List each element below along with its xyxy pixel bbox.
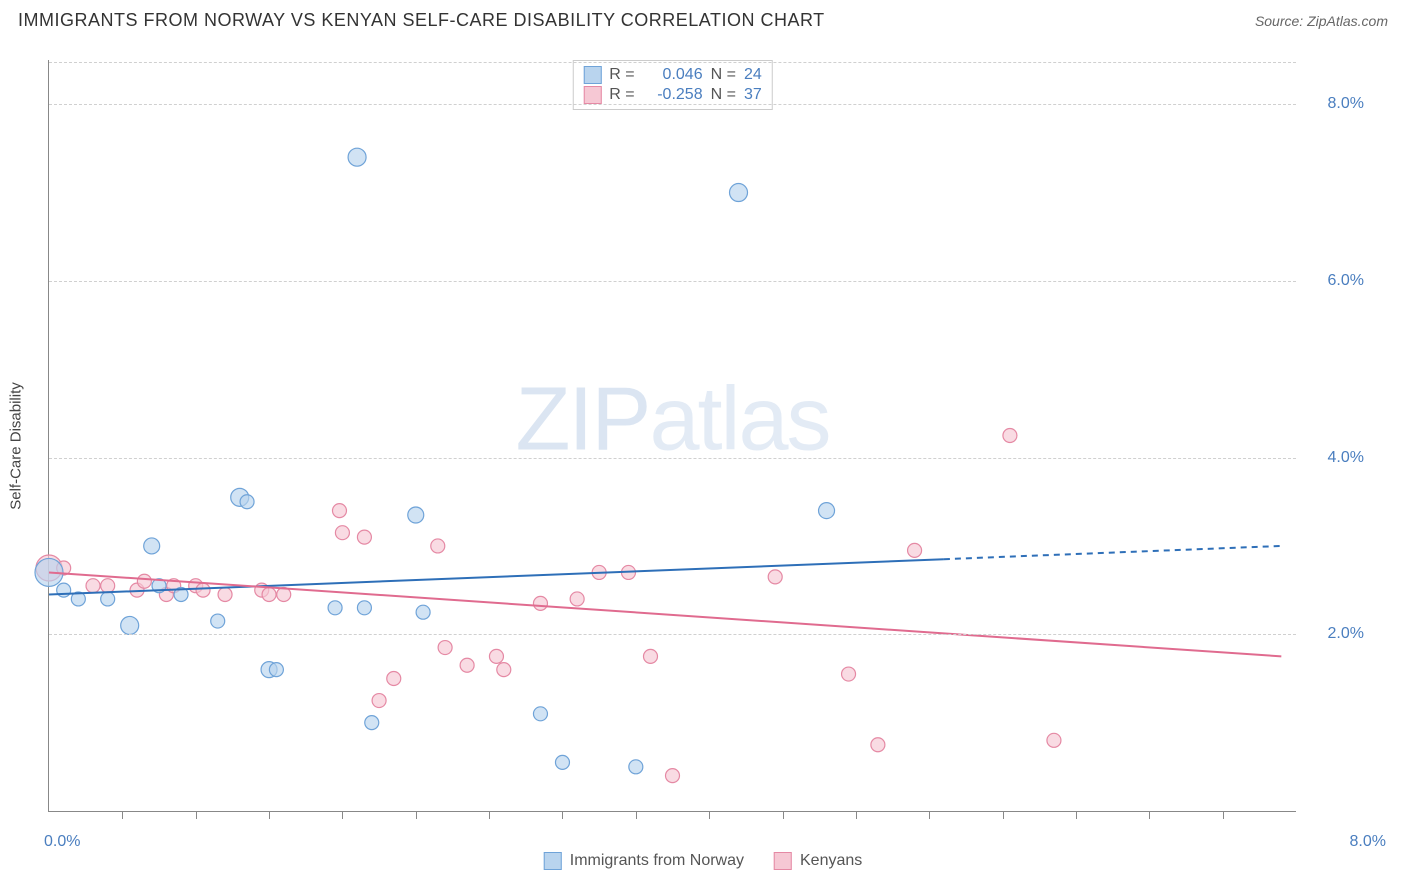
legend-item-series-b: Kenyans	[774, 852, 862, 870]
legend-label-b: Kenyans	[800, 852, 862, 870]
y-tick-label: 4.0%	[1328, 449, 1364, 467]
x-tick	[856, 811, 857, 819]
gridline	[49, 104, 1296, 105]
data-point	[365, 716, 379, 730]
x-tick	[636, 811, 637, 819]
x-tick	[562, 811, 563, 819]
data-point	[101, 579, 115, 593]
data-point	[768, 570, 782, 584]
y-axis-label: Self-Care Disability	[8, 382, 25, 510]
data-point	[196, 583, 210, 597]
data-point	[570, 592, 584, 606]
data-point	[431, 539, 445, 553]
data-point	[357, 530, 371, 544]
data-point	[269, 663, 283, 677]
x-tick	[1076, 811, 1077, 819]
legend-bottom: Immigrants from Norway Kenyans	[544, 852, 863, 870]
chart-title: IMMIGRANTS FROM NORWAY VS KENYAN SELF-CA…	[18, 10, 825, 31]
data-point	[533, 596, 547, 610]
x-tick	[196, 811, 197, 819]
data-point	[372, 694, 386, 708]
trend-line	[944, 546, 1281, 559]
x-axis-min-label: 0.0%	[44, 833, 80, 851]
data-point	[1003, 429, 1017, 443]
data-point	[332, 504, 346, 518]
data-point	[842, 667, 856, 681]
data-point	[348, 148, 366, 166]
trend-line	[49, 559, 944, 594]
data-point	[121, 616, 139, 634]
x-axis-max-label: 8.0%	[1350, 833, 1386, 851]
data-point	[357, 601, 371, 615]
legend-item-series-a: Immigrants from Norway	[544, 852, 744, 870]
data-point	[730, 184, 748, 202]
data-point	[1047, 733, 1061, 747]
x-tick	[489, 811, 490, 819]
data-point	[533, 707, 547, 721]
data-point	[86, 579, 100, 593]
data-point	[218, 588, 232, 602]
x-tick	[342, 811, 343, 819]
data-point	[387, 671, 401, 685]
data-point	[908, 543, 922, 557]
data-point	[101, 592, 115, 606]
gridline	[49, 281, 1296, 282]
x-tick	[929, 811, 930, 819]
data-point	[262, 588, 276, 602]
data-point	[460, 658, 474, 672]
x-tick	[1223, 811, 1224, 819]
data-point	[819, 503, 835, 519]
source-label: Source: ZipAtlas.com	[1255, 13, 1388, 29]
data-point	[643, 649, 657, 663]
data-point	[416, 605, 430, 619]
data-point	[489, 649, 503, 663]
x-tick	[1003, 811, 1004, 819]
data-point	[555, 755, 569, 769]
x-tick	[416, 811, 417, 819]
data-point	[408, 507, 424, 523]
data-point	[328, 601, 342, 615]
data-point	[240, 495, 254, 509]
trend-line	[49, 572, 1281, 656]
swatch-bottom-a	[544, 852, 562, 870]
y-tick-label: 8.0%	[1328, 95, 1364, 113]
gridline	[49, 62, 1296, 63]
data-point	[629, 760, 643, 774]
data-point	[666, 769, 680, 783]
x-tick	[1149, 811, 1150, 819]
scatter-svg	[49, 60, 1296, 811]
gridline	[49, 458, 1296, 459]
data-point	[211, 614, 225, 628]
chart-plot-area: ZIPatlas R = 0.046 N = 24 R = -0.258 N =…	[48, 60, 1296, 812]
legend-label-a: Immigrants from Norway	[570, 852, 744, 870]
x-tick	[709, 811, 710, 819]
x-tick	[269, 811, 270, 819]
swatch-bottom-b	[774, 852, 792, 870]
data-point	[335, 526, 349, 540]
data-point	[438, 641, 452, 655]
x-tick	[783, 811, 784, 819]
data-point	[871, 738, 885, 752]
x-tick	[122, 811, 123, 819]
data-point	[144, 538, 160, 554]
y-tick-label: 2.0%	[1328, 625, 1364, 643]
data-point	[497, 663, 511, 677]
y-tick-label: 6.0%	[1328, 272, 1364, 290]
gridline	[49, 634, 1296, 635]
data-point	[137, 574, 151, 588]
